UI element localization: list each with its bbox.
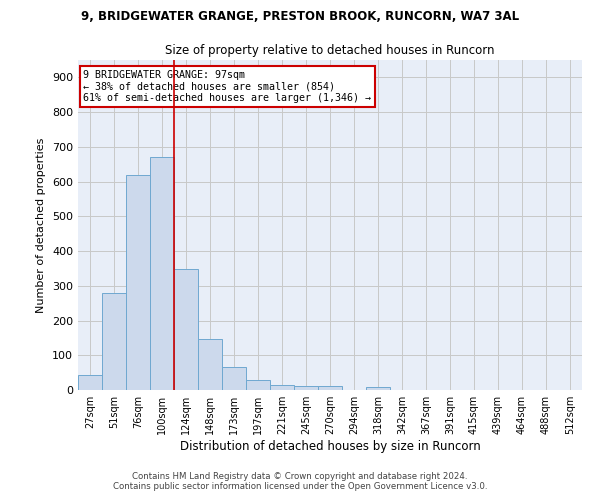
Bar	[270, 385, 294, 390]
Text: Contains HM Land Registry data © Crown copyright and database right 2024.: Contains HM Land Registry data © Crown c…	[132, 472, 468, 481]
Text: Contains public sector information licensed under the Open Government Licence v3: Contains public sector information licen…	[113, 482, 487, 491]
Bar	[222, 368, 246, 390]
Bar	[102, 292, 126, 390]
Bar	[318, 386, 342, 390]
Title: Size of property relative to detached houses in Runcorn: Size of property relative to detached ho…	[165, 44, 495, 58]
Bar	[246, 380, 270, 390]
Bar	[126, 174, 150, 390]
Bar	[78, 376, 102, 390]
Bar	[366, 386, 390, 390]
X-axis label: Distribution of detached houses by size in Runcorn: Distribution of detached houses by size …	[179, 440, 481, 453]
Text: 9 BRIDGEWATER GRANGE: 97sqm
← 38% of detached houses are smaller (854)
61% of se: 9 BRIDGEWATER GRANGE: 97sqm ← 38% of det…	[83, 70, 371, 103]
Bar	[198, 338, 222, 390]
Bar	[150, 158, 174, 390]
Bar	[294, 386, 318, 390]
Bar	[174, 269, 198, 390]
Y-axis label: Number of detached properties: Number of detached properties	[37, 138, 46, 312]
Text: 9, BRIDGEWATER GRANGE, PRESTON BROOK, RUNCORN, WA7 3AL: 9, BRIDGEWATER GRANGE, PRESTON BROOK, RU…	[81, 10, 519, 22]
